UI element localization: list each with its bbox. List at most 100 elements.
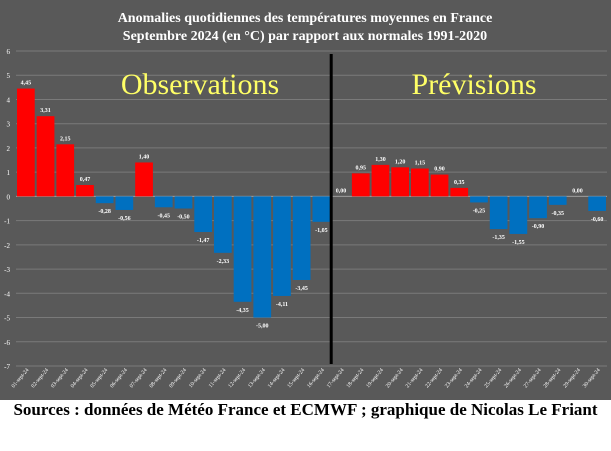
x-tick-label: 22-sept-24 [424,367,444,389]
data-label: -0,56 [118,216,131,222]
x-tick-label: 09-sept-24 [168,367,188,389]
bar [470,196,488,203]
data-label: -0,90 [532,224,545,230]
data-label: -3,45 [295,286,308,292]
bar [36,116,55,197]
data-label: -1,05 [315,228,328,234]
data-label: 0,47 [80,177,91,183]
y-tick-label: 3 [7,121,11,129]
y-tick-label: 2 [7,145,11,153]
x-tick-label: 26-sept-24 [503,367,523,389]
data-label: -1,47 [197,238,210,244]
x-tick-label: 25-sept-24 [483,367,503,389]
bar [233,196,252,302]
data-label: 3,31 [40,108,51,114]
data-label: -0,60 [591,217,604,223]
data-label: -0,35 [552,211,565,217]
y-tick-label: -5 [4,315,10,323]
x-tick-label: 05-sept-24 [89,367,109,389]
x-tick-label: 04-sept-24 [70,367,90,389]
bar [135,162,153,197]
y-tick-label: -7 [4,363,10,371]
y-tick-label: 1 [7,169,11,177]
data-label: 1,20 [395,159,406,165]
x-tick-label: 20-sept-24 [385,367,405,389]
x-tick-label: 30-sept-24 [582,367,602,389]
bar [76,184,94,197]
x-tick-label: 13-sept-24 [247,367,267,389]
bar [174,196,193,209]
bar [548,196,567,205]
x-tick-label: 27-sept-24 [523,367,543,389]
x-tick-label: 14-sept-24 [267,367,287,389]
bar [450,187,469,197]
x-tick-label: 28-sept-24 [543,367,563,389]
bar [16,88,35,197]
data-label: 1,30 [375,157,386,163]
y-tick-label: 6 [7,48,11,56]
bar [410,168,429,197]
data-label: -5,00 [256,324,269,330]
data-label: 1,15 [415,161,426,167]
y-tick-label: 0 [7,193,11,201]
x-tick-label: 06-sept-24 [109,367,129,389]
data-label: -1,55 [512,240,525,246]
data-label: 4,45 [21,81,32,87]
data-label: -1,35 [492,235,505,241]
x-tick-label: 07-sept-24 [129,367,149,389]
bar [529,196,547,219]
y-tick-label: -3 [4,266,10,274]
x-tick-label: 12-sept-24 [227,367,247,389]
data-label: -0,45 [158,213,171,219]
bar [430,174,449,197]
data-label: -0,25 [473,208,486,214]
x-tick-label: 08-sept-24 [149,367,169,389]
bar [588,196,607,211]
x-tick-label: 01-sept-24 [11,367,31,389]
bar [312,196,331,222]
data-label: -0,28 [98,209,111,215]
data-label: -4,11 [276,302,288,308]
source-caption: Sources : données de Météo France et ECM… [13,400,598,419]
data-label: -2,33 [217,259,230,265]
x-tick-label: 03-sept-24 [50,367,70,389]
chart-svg: Anomalies quotidiennes des températures … [4,11,607,389]
x-tick-label: 17-sept-24 [326,367,346,389]
chart: Anomalies quotidiennes des températures … [0,0,611,400]
x-tick-label: 02-sept-24 [30,367,50,389]
chart-subtitle: Septembre 2024 (en °C) par rapport aux n… [123,29,487,44]
data-label: -0,50 [177,215,190,221]
y-tick-label: 5 [7,72,11,80]
bar [95,196,114,204]
bar [56,144,75,197]
x-tick-label: 29-sept-24 [562,367,582,389]
data-label: 0,95 [356,165,367,171]
bar [371,164,390,197]
bar [213,196,232,253]
x-tick-label: 24-sept-24 [464,367,484,389]
data-label: 1,40 [139,154,150,160]
x-tick-label: 16-sept-24 [306,367,326,389]
data-label: 0,90 [434,167,445,173]
x-tick-label: 15-sept-24 [286,367,306,389]
data-label: 0,00 [572,188,583,194]
y-tick-label: 4 [7,96,11,104]
section-label-forecasts: Prévisions [411,68,536,101]
bar [273,196,291,296]
data-label: 2,15 [60,136,71,142]
x-tick-label: 19-sept-24 [365,367,385,389]
data-label: 0,35 [454,180,465,186]
bar [509,196,528,234]
y-tick-label: -1 [4,218,10,226]
bar [292,196,311,280]
x-tick-label: 21-sept-24 [405,367,425,389]
x-tick-label: 11-sept-24 [208,367,228,389]
data-label: 0,00 [336,188,347,194]
bar [253,196,272,318]
y-tick-label: -4 [4,290,10,298]
bar [115,196,134,210]
section-label-observations: Observations [121,68,279,101]
y-tick-label: -6 [4,339,10,347]
bar [351,173,370,197]
chart-title: Anomalies quotidiennes des températures … [118,11,493,26]
